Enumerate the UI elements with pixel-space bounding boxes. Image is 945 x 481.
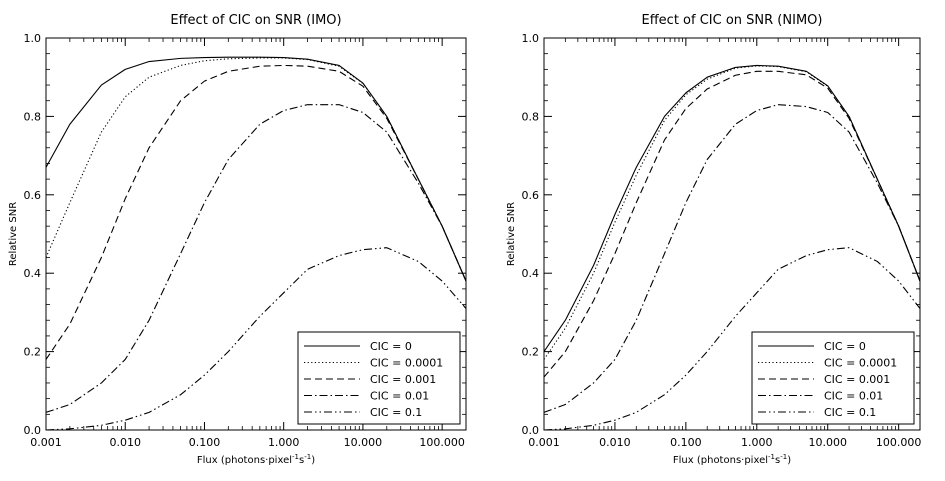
y-tick-label: 0.4 [522, 267, 540, 280]
series-line-1 [46, 57, 466, 282]
x-tick-label: 0.100 [670, 436, 702, 449]
x-axis-label-exponent: -1 [304, 453, 311, 461]
legend-box [751, 331, 915, 425]
x-tick-label: 100.000 [419, 436, 465, 449]
x-axis-label: Flux (photons·pixel-1s-1) [673, 453, 791, 466]
chart-title: Effect of CIC on SNR (IMO) [170, 13, 341, 28]
x-axis-label-text: Flux (photons·pixel [197, 455, 292, 466]
y-tick-label: 0.0 [24, 424, 42, 437]
legend-label: CIC = 0.1 [370, 406, 422, 419]
series-line-0 [544, 64, 920, 352]
chart-title: Effect of CIC on SNR (NIMO) [642, 13, 823, 28]
legend-label: CIC = 0.1 [824, 406, 876, 419]
chart-panel-nimo: Effect of CIC on SNR (NIMO) 0.001 0.010 0.1… [506, 13, 921, 466]
series-line-3 [544, 104, 920, 413]
series-line-1 [544, 65, 920, 360]
legend: CIC = 0 CIC = 0.0001 CIC = 0.001 CIC = 0.01… [751, 331, 915, 425]
x-axis-label: Flux (photons·pixel-1s-1) [197, 453, 315, 466]
y-axis-label: Relative SNR [506, 202, 517, 266]
x-tick-label: 1.000 [268, 436, 300, 449]
y-tick-label: 0.6 [522, 189, 540, 202]
x-axis-label-text: ) [787, 455, 791, 466]
y-tick-label: 0.4 [24, 267, 42, 280]
x-tick-label: 0.001 [30, 436, 62, 449]
legend-label: CIC = 0.01 [824, 390, 883, 403]
series-group [46, 56, 466, 430]
series-line-4 [46, 247, 466, 430]
x-tick-label: 0.001 [528, 436, 560, 449]
x-tick-label: 0.010 [599, 436, 631, 449]
y-tick-label: 1.0 [24, 32, 42, 45]
legend-label: CIC = 0.0001 [824, 357, 897, 370]
legend-box [297, 331, 461, 425]
x-axis-label-text: s [775, 455, 780, 466]
legend-label: CIC = 0.001 [370, 373, 436, 386]
legend-label: CIC = 0 [370, 340, 412, 353]
plot-frame [45, 37, 467, 431]
legend-label: CIC = 0.01 [370, 390, 429, 403]
y-tick-label: 0.2 [24, 346, 42, 359]
series-line-4 [544, 247, 920, 430]
y-axis-label: Relative SNR [8, 202, 19, 266]
x-axis-label-exponent: -1 [780, 453, 787, 461]
y-tick-label: 0.6 [24, 189, 42, 202]
series-line-3 [46, 104, 466, 413]
series-group [544, 64, 920, 430]
series-line-0 [46, 56, 466, 282]
x-tick-label: 1.000 [741, 436, 773, 449]
x-tick-label: 10.000 [344, 436, 383, 449]
legend: CIC = 0 CIC = 0.0001 CIC = 0.001 CIC = 0.01… [297, 331, 461, 425]
chart-panel-imo: Effect of CIC on SNR (IMO) 0.001 0.010 0.10… [8, 13, 467, 466]
plot-frame [543, 37, 921, 431]
y-tick-label: 0.8 [24, 110, 42, 123]
y-tick-label: 0.8 [522, 110, 540, 123]
y-tick-label: 1.0 [522, 32, 540, 45]
x-tick-label: 10.000 [808, 436, 847, 449]
x-axis-label-exponent: -1 [292, 453, 299, 461]
x-tick-label: 100.000 [876, 436, 922, 449]
legend-label: CIC = 0.001 [824, 373, 890, 386]
series-line-2 [46, 64, 466, 360]
series-line-2 [544, 70, 920, 378]
x-axis-label-text: Flux (photons·pixel [673, 455, 768, 466]
x-axis-label-text: ) [311, 455, 315, 466]
y-tick-label: 0.0 [522, 424, 540, 437]
x-axis-label-text: s [299, 455, 304, 466]
x-axis-label-exponent: -1 [768, 453, 775, 461]
y-tick-label: 0.2 [522, 346, 540, 359]
legend-label: CIC = 0.0001 [370, 357, 443, 370]
legend-label: CIC = 0 [824, 340, 866, 353]
x-tick-label: 0.100 [189, 436, 221, 449]
x-tick-label: 0.010 [109, 436, 141, 449]
